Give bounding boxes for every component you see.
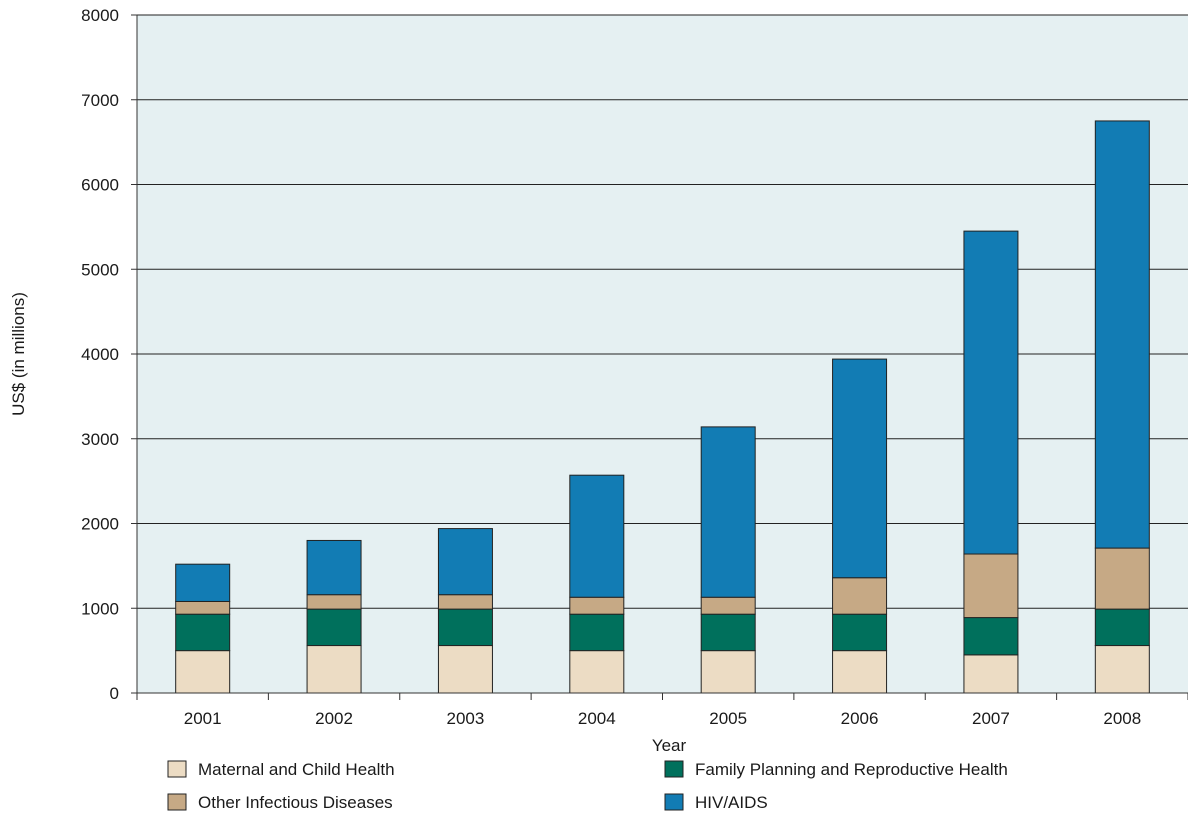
x-tick-label: 2006 bbox=[841, 709, 879, 728]
bar-segment bbox=[832, 650, 888, 694]
bar-segment bbox=[700, 596, 756, 615]
x-tick-label: 2004 bbox=[578, 709, 616, 728]
bar-segment bbox=[437, 608, 493, 647]
bar-segment bbox=[963, 230, 1019, 555]
bar-segment bbox=[832, 358, 888, 579]
y-tick-label: 4000 bbox=[81, 345, 119, 364]
y-tick-label: 8000 bbox=[81, 6, 119, 25]
legend-label: Other Infectious Diseases bbox=[198, 793, 393, 812]
x-tick-label: 2008 bbox=[1103, 709, 1141, 728]
x-axis-title: Year bbox=[652, 736, 687, 755]
bar-segment bbox=[1094, 547, 1150, 610]
bar-segment bbox=[832, 613, 888, 652]
bar-segment bbox=[963, 654, 1019, 694]
y-axis-title: US$ (in millions) bbox=[9, 292, 28, 416]
x-ticks: 2001 2002 2003 2004 2005 2006 2007 2008 bbox=[136, 693, 1188, 728]
bar-segment bbox=[569, 613, 625, 652]
bar-segment bbox=[569, 596, 625, 615]
bar-segment bbox=[175, 563, 231, 602]
bar-segment bbox=[1094, 120, 1150, 549]
y-tick-label: 0 bbox=[110, 684, 119, 703]
y-tick-label: 6000 bbox=[81, 176, 119, 195]
legend: Maternal and Child Health Family Planning… bbox=[167, 760, 1008, 812]
legend-label: Maternal and Child Health bbox=[198, 760, 395, 779]
bar-segment bbox=[569, 474, 625, 598]
bars bbox=[175, 120, 1150, 694]
y-ticks: 0 1000 2000 3000 4000 5000 6000 7000 8000 bbox=[81, 6, 137, 703]
y-tick-label: 7000 bbox=[81, 91, 119, 110]
x-tick-label: 2001 bbox=[184, 709, 222, 728]
y-tick-label: 1000 bbox=[81, 599, 119, 618]
legend-swatch bbox=[664, 760, 684, 778]
legend-swatch bbox=[167, 760, 187, 778]
bar-segment bbox=[175, 613, 231, 652]
legend-swatch bbox=[664, 793, 684, 811]
x-tick-label: 2005 bbox=[709, 709, 747, 728]
bar-segment bbox=[437, 594, 493, 610]
bar-segment bbox=[437, 528, 493, 596]
bar-segment bbox=[306, 608, 362, 647]
bar-segment bbox=[963, 617, 1019, 656]
x-tick-label: 2002 bbox=[315, 709, 353, 728]
bar-segment bbox=[569, 650, 625, 694]
bar-segment bbox=[1094, 608, 1150, 647]
x-tick-label: 2007 bbox=[972, 709, 1010, 728]
bar-segment bbox=[175, 600, 231, 615]
legend-swatch bbox=[167, 793, 187, 811]
bar-segment bbox=[1094, 645, 1150, 694]
x-tick-label: 2003 bbox=[447, 709, 485, 728]
bar-segment bbox=[306, 539, 362, 596]
bar-segment bbox=[700, 426, 756, 598]
bar-segment bbox=[700, 613, 756, 652]
bar-segment bbox=[175, 650, 231, 694]
legend-label: HIV/AIDS bbox=[695, 793, 768, 812]
bar-segment bbox=[306, 594, 362, 610]
y-tick-label: 3000 bbox=[81, 430, 119, 449]
bar-segment bbox=[437, 645, 493, 694]
legend-label: Family Planning and Reproductive Health bbox=[695, 760, 1008, 779]
bar-segment bbox=[832, 577, 888, 615]
bar-segment bbox=[306, 645, 362, 694]
bar-segment bbox=[963, 553, 1019, 619]
y-tick-label: 2000 bbox=[81, 515, 119, 534]
bar-segment bbox=[700, 650, 756, 694]
y-tick-label: 5000 bbox=[81, 260, 119, 279]
